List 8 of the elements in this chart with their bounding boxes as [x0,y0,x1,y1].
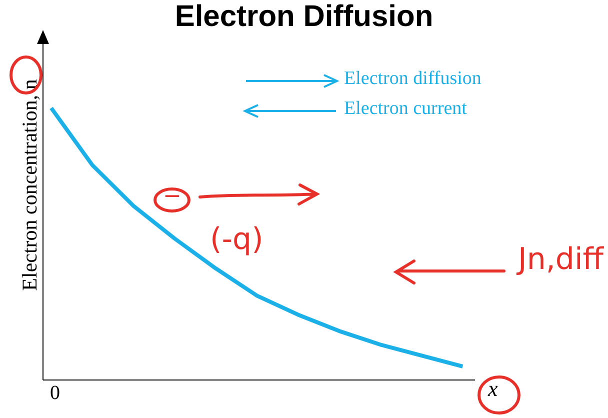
text: Jn,diff [518,242,604,277]
text: 0 [50,382,60,405]
chart-title: Electron Diffusion [174,0,434,34]
annotation: Electron current [344,98,467,120]
annotation: (-q) [210,222,264,257]
annotation: − [163,184,182,209]
text: Electron diffusion [344,68,482,90]
x-axis-title: x [488,376,498,402]
